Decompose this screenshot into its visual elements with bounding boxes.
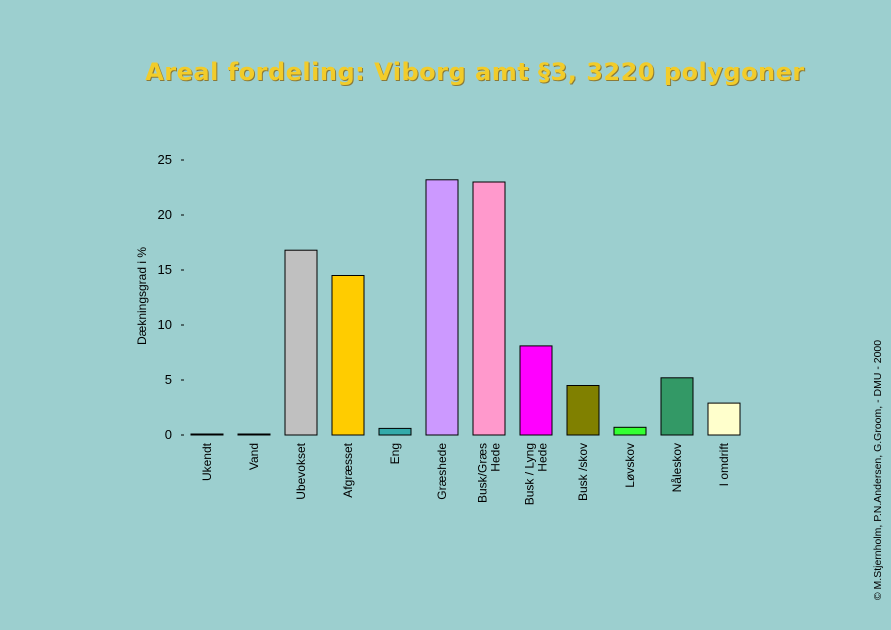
y-tick-label: 0 xyxy=(165,427,172,442)
bar-vand xyxy=(237,433,271,436)
y-tick-label: 15 xyxy=(158,262,172,277)
x-category-label: Nåleskov xyxy=(670,443,684,492)
bar-nåleskov xyxy=(660,377,694,436)
bars-group xyxy=(190,179,741,436)
y-tick-label: 10 xyxy=(158,317,172,332)
x-category-label: Eng xyxy=(388,443,402,464)
bar-ubevokset xyxy=(284,249,318,436)
x-category-label: Busk/GræsHede xyxy=(476,443,503,503)
y-tick-label: 25 xyxy=(158,152,172,167)
bar-afgræsset xyxy=(331,275,365,436)
x-category-label: Ukendt xyxy=(200,442,214,481)
bar-eng xyxy=(378,427,412,436)
y-axis-ticks: 0 5 10 15 20 25 xyxy=(158,152,184,442)
bar-græshede xyxy=(425,179,459,436)
y-tick-label: 20 xyxy=(158,207,172,222)
category-labels: Ukendt Vand Ubevokset Afgræsset Eng Græshede B… xyxy=(200,442,731,505)
bar-løvskov xyxy=(613,426,647,436)
y-axis-label: Dækningsgrad i % xyxy=(135,247,149,345)
x-category-label: Ubevokset xyxy=(294,442,308,499)
x-category-label: I omdrift xyxy=(717,442,731,486)
bar-busk-græs-hede xyxy=(472,181,506,436)
x-category-label: Busk /skov xyxy=(576,443,590,501)
x-category-label: Græshede xyxy=(435,443,449,500)
bar-busk-lyng-hede xyxy=(519,345,553,436)
x-category-label: Afgræsset xyxy=(341,442,355,497)
y-tick-label: 5 xyxy=(165,372,172,387)
credit-text: © M.Stjernholm, P.N.Andersen, G.Groom, -… xyxy=(872,340,884,600)
x-category-label: Løvskov xyxy=(623,443,637,488)
bar-i-omdrift xyxy=(707,402,741,436)
bar-ukendt xyxy=(190,433,224,436)
x-category-label: Vand xyxy=(247,443,261,470)
bar-busk-skov xyxy=(566,385,600,436)
x-category-label: Busk / LyngHede xyxy=(523,443,550,506)
chart-title: Areal fordeling: Viborg amt §3, 3220 pol… xyxy=(145,58,805,86)
